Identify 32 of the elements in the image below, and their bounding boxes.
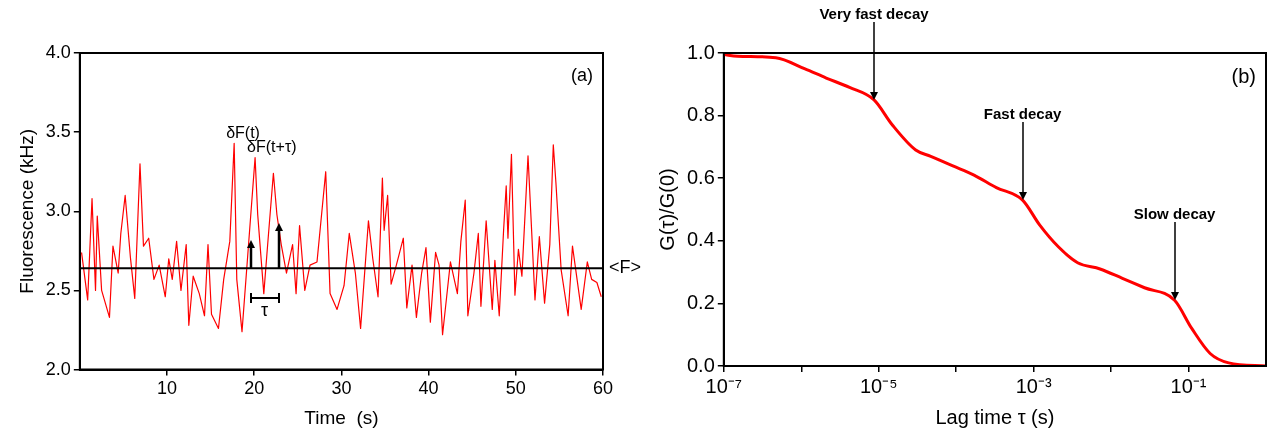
x-tick-label: 10 <box>157 378 178 399</box>
y-axis-title: Fluorescence (kHz) <box>15 128 37 294</box>
y-tick-label: 0.4 <box>686 228 715 251</box>
y-tick-label: 0.6 <box>686 165 715 188</box>
y-tick-label: 0.2 <box>686 290 715 313</box>
y-tick-label: 2.5 <box>45 279 71 300</box>
y-axis-title: G(τ)/G(0) <box>655 168 678 251</box>
y-tick-label: 0.0 <box>686 353 715 376</box>
ref-line-label: <F> <box>609 257 642 278</box>
x-tick-label: 40 <box>418 378 439 399</box>
y-tick-label: 3.5 <box>45 121 71 142</box>
x-tick-label: 50 <box>505 378 526 399</box>
annotation: τ <box>261 300 269 321</box>
y-tick-label: 4.0 <box>45 41 71 62</box>
x-axis-title: Time (s) <box>304 406 379 428</box>
x-tick-label: 60 <box>592 378 614 399</box>
x-tick-label: 10⁻³ <box>1015 374 1052 397</box>
y-tick-label: 0.8 <box>686 103 715 126</box>
x-tick-label: 30 <box>331 378 352 399</box>
annotation: Very fast decay <box>819 4 930 22</box>
x-axis-title: Lag time τ (s) <box>935 405 1055 428</box>
annotation: (b) <box>1231 64 1256 87</box>
x-tick-label: 20 <box>244 378 265 399</box>
y-tick-label: 3.0 <box>45 200 71 221</box>
annotation: Slow decay <box>1133 204 1217 222</box>
x-tick-label: 10⁻¹ <box>1170 374 1207 397</box>
x-tick-label: 10⁻⁵ <box>859 374 898 397</box>
y-tick-label: 2.0 <box>45 358 71 379</box>
annotation: Fast decay <box>983 104 1063 122</box>
x-tick-label: 10⁻⁷ <box>705 374 743 397</box>
annotation: (a) <box>571 64 593 85</box>
y-tick-label: 1.0 <box>686 40 715 63</box>
